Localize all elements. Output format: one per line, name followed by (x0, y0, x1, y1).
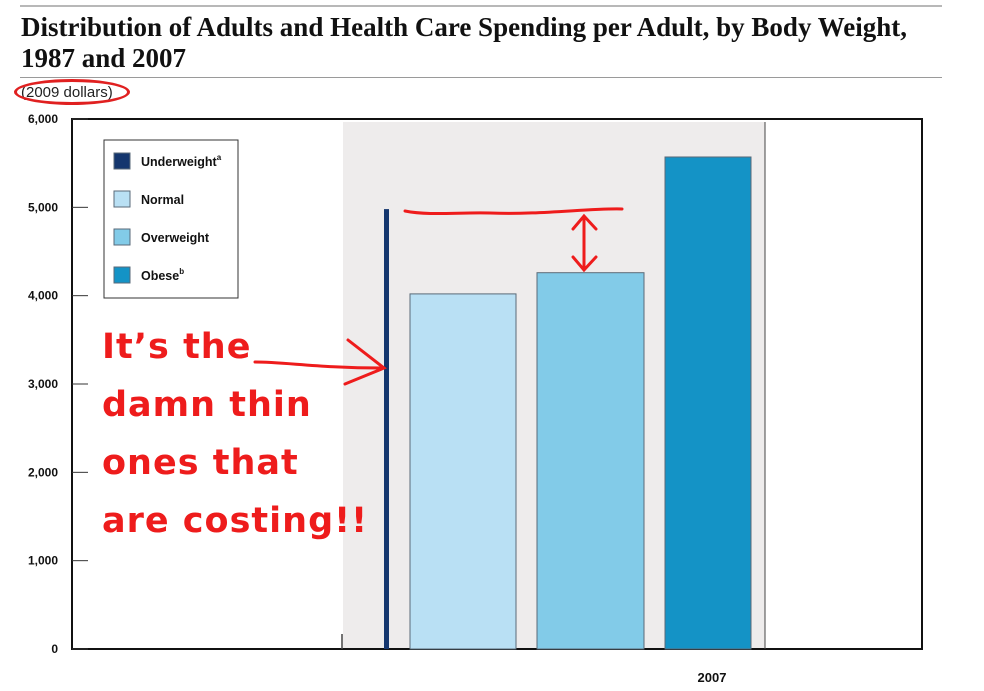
pointer-arrow-head (343, 338, 387, 386)
y-tick-label: 5,000 (28, 200, 58, 214)
legend-label-normal: Normal (141, 193, 184, 207)
double-arrow-head-bottom (571, 255, 598, 273)
legend-label-underweight: Underweighta (141, 153, 222, 169)
legend-footnote-mark: b (179, 267, 184, 276)
y-tick-label: 2,000 (28, 465, 58, 479)
legend-swatch-overweight (113, 228, 131, 246)
bar-underweight (384, 209, 389, 649)
y-tick-label: 0 (51, 642, 58, 656)
double-arrow-head-top (571, 213, 598, 231)
legend-swatch-obese (113, 266, 131, 284)
bar-obese (664, 156, 752, 650)
top-rule (20, 5, 942, 7)
chart-title: Distribution of Adults and Health Care S… (21, 12, 907, 73)
bar-overweight (536, 272, 645, 650)
legend: Underweighta Normal Overweight Obeseb (103, 139, 239, 299)
legend-footnote-mark: a (217, 153, 222, 162)
scribble-annotation (253, 207, 624, 386)
legend-swatch-normal (113, 190, 131, 208)
scribble-line (403, 207, 624, 216)
y-tick-label: 3,000 (28, 377, 58, 391)
bars (384, 156, 752, 650)
legend-label-overweight: Overweight (141, 231, 210, 245)
y-tick-label: 6,000 (28, 112, 58, 126)
y-axis: 0 1,000 2,000 3,000 4,000 5,000 6,000 (28, 112, 88, 656)
pointer-arrow-shaft (253, 360, 384, 370)
x-tick-label-2007: 2007 (698, 670, 727, 685)
legend-swatch-underweight (113, 152, 131, 170)
y-tick-label: 4,000 (28, 289, 58, 303)
subtitle-circle-annotation (14, 79, 130, 105)
title-rule (20, 77, 942, 78)
legend-label-obese: Obeseb (141, 267, 184, 283)
y-tick-label: 1,000 (28, 554, 58, 568)
annotation-text: It’s the damn thin ones that are costing… (102, 327, 369, 541)
bar-normal (409, 293, 517, 650)
